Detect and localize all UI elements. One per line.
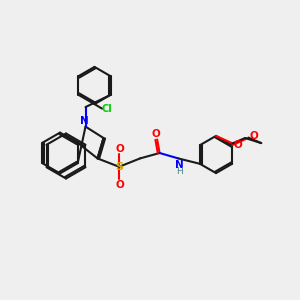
Text: Cl: Cl — [102, 103, 113, 114]
Text: N: N — [175, 160, 184, 170]
Text: O: O — [250, 131, 258, 141]
Text: H: H — [176, 167, 183, 176]
Text: O: O — [115, 144, 124, 154]
Text: N: N — [80, 116, 88, 126]
Text: S: S — [115, 162, 123, 172]
Text: O: O — [233, 140, 242, 150]
Text: O: O — [151, 129, 160, 139]
Text: O: O — [115, 180, 124, 190]
